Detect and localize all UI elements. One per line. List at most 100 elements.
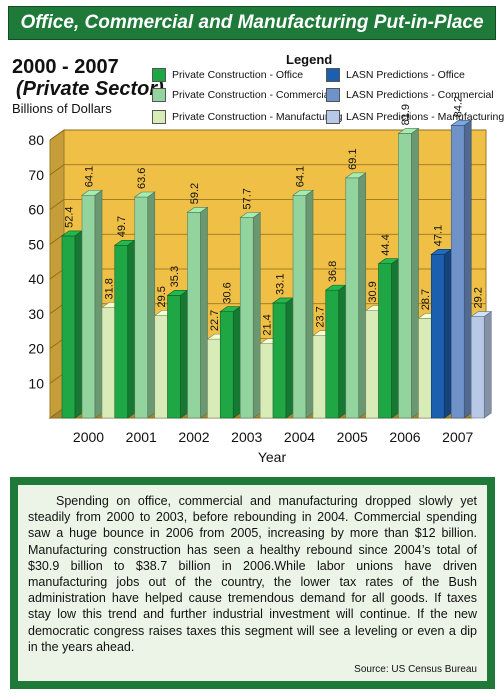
bar <box>470 316 485 419</box>
bar-value-label: 52.4 <box>64 206 76 227</box>
bar <box>325 289 340 419</box>
bar-side <box>180 289 188 419</box>
bar-top <box>81 189 103 196</box>
x-tick-label: 2002 <box>178 429 209 445</box>
bar-side <box>200 206 208 419</box>
bar <box>430 254 445 419</box>
bar-value-label: 44.4 <box>380 234 392 255</box>
bar <box>365 310 380 419</box>
y-tick-label: 60 <box>28 202 44 218</box>
bar-value-label: 30.6 <box>222 282 234 303</box>
bar-chart: 10 20 30 40 50 60 70 80 52.4 64.1 31.8 2000 49.7 63.6… <box>28 96 493 465</box>
bar-side <box>127 239 136 419</box>
bar <box>259 343 274 419</box>
bar-value-label: 49.7 <box>116 216 128 237</box>
gridline <box>49 199 486 210</box>
source-note: Source: US Census Bureau <box>354 664 477 675</box>
gridline <box>49 129 486 141</box>
bar <box>378 263 392 419</box>
bar-top <box>133 191 156 198</box>
bar <box>398 133 412 419</box>
bar-value-label: 84.2 <box>453 96 465 117</box>
bar <box>134 196 149 419</box>
x-tick-label: 2003 <box>231 429 262 445</box>
gridline <box>49 164 486 176</box>
bar <box>292 194 307 419</box>
y-tick-label: 70 <box>28 167 44 183</box>
bar <box>154 315 169 419</box>
bar <box>187 211 201 419</box>
bar-value-label: 64.1 <box>84 166 96 187</box>
legend-label: Private Construction - Commercial <box>172 89 332 101</box>
bar-value-label: 33.1 <box>275 274 287 295</box>
legend-swatch <box>152 68 166 82</box>
page-title: Office, Commercial and Manufacturing Put… <box>8 6 496 65</box>
bar-side <box>94 189 103 419</box>
legend-label: LASN Predictions - Commercial <box>346 89 494 101</box>
y-tick-label: 80 <box>28 132 44 148</box>
bar-side <box>391 258 399 419</box>
legend-label: Private Construction - Office <box>172 69 304 81</box>
bar-value-label: 47.1 <box>433 225 445 246</box>
y-tick-label: 20 <box>28 341 44 357</box>
bar-value-label: 63.6 <box>136 168 148 189</box>
bar-top <box>239 212 262 218</box>
bar <box>61 235 76 419</box>
legend-label: LASN Predictions - Manufacturing <box>346 111 504 123</box>
bar-top <box>292 189 314 196</box>
y-tick-label: 10 <box>28 375 44 391</box>
legend-swatch <box>326 68 340 82</box>
bar-value-label: 30.9 <box>367 281 379 302</box>
bar <box>345 177 360 419</box>
bar-value-label: 29.2 <box>473 287 485 308</box>
chart-years: 2000 - 2007 <box>12 56 119 78</box>
bar-side <box>483 310 492 419</box>
bar <box>239 217 254 419</box>
bar-value-label: 29.5 <box>156 286 168 307</box>
bar-side <box>443 248 452 419</box>
commentary-panel: Spending on office, commercial and manuf… <box>18 485 487 681</box>
legend-swatch <box>326 110 340 124</box>
y-tick-label: 50 <box>28 236 44 252</box>
bar <box>450 125 465 419</box>
bar-side <box>74 230 83 419</box>
x-tick-label: 2007 <box>442 429 473 445</box>
chart-sector: (Private Sector) <box>16 78 164 100</box>
legend-title: Legend <box>286 52 333 67</box>
bar-value-label: 23.7 <box>315 306 327 327</box>
bar-value-label: 31.8 <box>104 278 116 299</box>
bar <box>207 338 221 419</box>
bar-top <box>470 311 493 317</box>
x-tick-label: 2006 <box>389 429 420 445</box>
legend-swatch <box>326 88 340 102</box>
legend-label: LASN Predictions - Office <box>346 69 465 81</box>
x-tick-label: 2000 <box>73 429 104 445</box>
x-tick-label: 2005 <box>337 429 368 445</box>
bar-value-label: 64.1 <box>295 166 307 187</box>
bar-side <box>358 172 367 419</box>
y-tick-label: 30 <box>28 306 44 322</box>
bar-value-label: 59.2 <box>189 183 201 204</box>
bar <box>312 335 327 419</box>
bar-side <box>285 297 294 419</box>
legend-swatch <box>152 110 166 124</box>
x-axis-title: Year <box>258 449 287 465</box>
bar <box>219 311 234 419</box>
bar-side <box>147 191 156 419</box>
chart-units: Billions of Dollars <box>12 101 112 116</box>
bar-top <box>344 172 367 179</box>
bar-side <box>463 119 472 419</box>
bar <box>418 317 432 419</box>
y-tick-label: 40 <box>28 271 44 287</box>
bar-side <box>411 127 419 419</box>
bar-side <box>305 189 314 419</box>
bar-top <box>397 128 420 134</box>
x-tick-label: 2004 <box>284 429 315 445</box>
bar-value-label: 28.7 <box>420 289 432 310</box>
bar <box>81 194 96 419</box>
bar-side <box>232 306 241 419</box>
bar-value-label: 36.8 <box>327 261 339 282</box>
bar <box>101 307 116 419</box>
bar-top <box>450 120 473 126</box>
bar-value-label: 21.4 <box>262 314 274 335</box>
